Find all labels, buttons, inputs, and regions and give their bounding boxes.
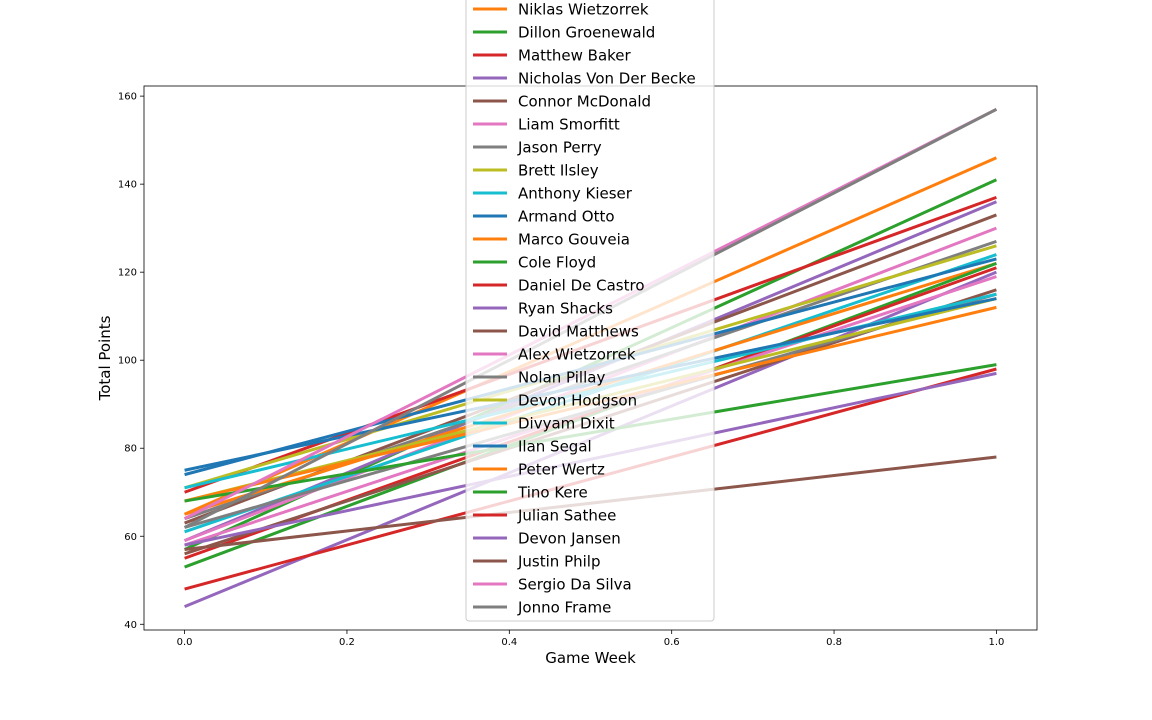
legend-entry: Ilan Segal: [518, 438, 592, 456]
y-tick-label: 160: [118, 92, 137, 103]
x-tick-label: 0.0: [177, 637, 193, 648]
legend-entry: David Matthews: [518, 323, 639, 341]
legend-entry: Daniel De Castro: [518, 277, 645, 295]
legend-entry: Connor McDonald: [518, 93, 651, 111]
legend-entry: Tino Kere: [517, 484, 588, 502]
y-tick-label: 100: [118, 356, 137, 367]
legend-entry: Jason Perry: [517, 139, 602, 157]
legend-entry: Matthew Baker: [518, 47, 632, 65]
legend-entry: Armand Otto: [518, 208, 615, 226]
legend-entry: Dillon Groenewald: [518, 24, 655, 42]
legend-entry: Marco Gouveia: [518, 231, 630, 249]
x-tick-label: 0.2: [339, 637, 355, 648]
legend-entry: Cole Floyd: [518, 254, 596, 272]
legend-entry: Liam Smorfitt: [518, 116, 620, 134]
legend-entry: Alex Wietzorrek: [518, 346, 636, 364]
legend-entry: Devon Jansen: [518, 530, 621, 548]
x-tick-label: 0.6: [664, 637, 680, 648]
y-tick-label: 120: [118, 268, 137, 279]
y-axis-label: Total Points: [96, 315, 114, 401]
legend-entry: Brett Ilsley: [518, 162, 599, 180]
legend-entry: Peter Wertz: [518, 461, 605, 479]
y-tick-label: 80: [124, 444, 137, 455]
legend-entry: Julian Sathee: [517, 507, 616, 525]
y-tick-label: 60: [124, 532, 137, 543]
y-tick-label: 40: [124, 620, 137, 631]
legend-entry: Devon Hodgson: [518, 392, 637, 410]
legend-entry: Ryan Shacks: [518, 300, 613, 318]
legend-entry: Niklas Wietzorrek: [518, 1, 649, 19]
x-axis-label: Game Week: [545, 649, 636, 667]
legend-entry: Divyam Dixit: [518, 415, 615, 433]
legend-entry: Nolan Pillay: [518, 369, 605, 387]
legend-entry: Sergio Da Silva: [518, 576, 632, 594]
legend-entry: Anthony Kieser: [518, 185, 633, 203]
legend-entry: Jonno Frame: [517, 599, 611, 617]
x-tick-label: 0.8: [826, 637, 842, 648]
y-tick-label: 140: [118, 180, 137, 191]
legend: Niklas Wietzorrek Dillon Groenewald Matthe…: [465, 0, 715, 622]
axis-ticks: 0.0 0.2 0.4 0.6 0.8 1.0 40 60 80 100 120 140 160: [118, 92, 1004, 648]
legend-box: [465, 0, 715, 622]
x-tick-label: 0.4: [501, 637, 517, 648]
legend-entry: Nicholas Von Der Becke: [518, 70, 696, 88]
x-tick-label: 1.0: [988, 637, 1004, 648]
legend-entry: Justin Philp: [517, 553, 600, 571]
